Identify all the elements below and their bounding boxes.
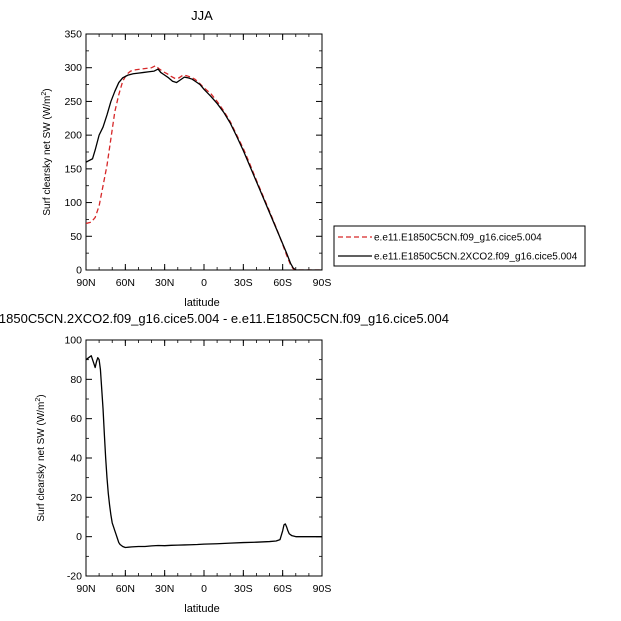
- top-chart-y-tick-label: 0: [76, 265, 82, 277]
- top-chart-y-tick-label: 100: [64, 197, 82, 209]
- legend: e.e11.E1850C5CN.f09_g16.cice5.004 e.e11.…: [333, 225, 586, 267]
- bottom-chart-x-tick-label: 30S: [234, 583, 253, 595]
- bottom-chart-y-tick-label: 40: [70, 453, 82, 465]
- top-chart-y-tick-label: 250: [64, 96, 82, 108]
- bottom-chart-y-tick-label: 100: [64, 335, 82, 347]
- top-chart-y-tick-label: 50: [70, 231, 82, 243]
- top-chart-x-tick-label: 90N: [76, 277, 95, 289]
- top-chart-series-line-1: [86, 68, 322, 270]
- top-chart-y-tick-label: 300: [64, 62, 82, 74]
- top-chart-y-tick-label: 150: [64, 163, 82, 175]
- bottom-chart-series-line-0: [86, 355, 322, 549]
- top-chart-x-tick-label: 90S: [313, 277, 332, 289]
- top-chart-x-tick-label: 60S: [273, 277, 292, 289]
- top-chart-title: JJA: [191, 8, 213, 23]
- bottom-chart-x-tick-label: 60S: [273, 583, 292, 595]
- top-chart-frame: [85, 33, 323, 271]
- top-chart-xlabel: latitude: [184, 297, 219, 309]
- bottom-chart-x-tick-label: 0: [201, 583, 207, 595]
- bottom-chart-ylabel-text: Surf clearsky net SW (W/m: [36, 402, 47, 522]
- bottom-chart-title: e.e11.E1850C5CN.2XCO2.f09_g16.cice5.004 …: [0, 311, 449, 326]
- bottom-chart-y-tick-label: 20: [70, 492, 82, 504]
- legend-entry-0: e.e11.E1850C5CN.f09_g16.cice5.004: [374, 233, 542, 244]
- bottom-chart-x-tick-label: 60N: [116, 583, 135, 595]
- bottom-chart-x-tick-label: 90N: [76, 583, 95, 595]
- bottom-chart-frame: [85, 339, 323, 577]
- bottom-chart-x-tick-label: 30N: [155, 583, 174, 595]
- top-chart-x-tick-label: 60N: [116, 277, 135, 289]
- bottom-chart-ylabel-sup: 2: [35, 398, 42, 402]
- legend-entry-1: e.e11.E1850C5CN.2XCO2.f09_g16.cice5.004: [374, 252, 578, 263]
- bottom-chart-ylabel: Surf clearsky net SW (W/m2): [35, 394, 47, 521]
- bottom-chart-plot: 90N 60N 30N 0 30S 60S 90S -20 0 20 40 60 80 100: [64, 335, 331, 596]
- bottom-chart: e.e11.E1850C5CN.2XCO2.f09_g16.cice5.004 …: [0, 311, 449, 615]
- top-chart: JJA 90N 60N 30N 0 30S 60S 90S 0 50 100 150 200 250 30…: [41, 8, 586, 309]
- top-chart-x-tick-label: 30N: [155, 277, 174, 289]
- top-chart-ylabel-sup: 2: [41, 92, 48, 96]
- bottom-chart-y-tick-label: 60: [70, 413, 82, 425]
- bottom-chart-ylabel-end: ): [36, 394, 47, 397]
- top-chart-y-tick-label: 350: [64, 29, 82, 41]
- bottom-chart-y-tick-label: -20: [67, 571, 82, 583]
- legend-box: [333, 225, 586, 267]
- top-chart-ylabel-end: ): [42, 88, 53, 91]
- top-chart-ylabel: Surf clearsky net SW (W/m2): [41, 88, 53, 215]
- top-chart-x-tick-label: 0: [201, 277, 207, 289]
- bottom-chart-xlabel: latitude: [184, 603, 219, 615]
- top-chart-series-line-0: [86, 65, 322, 270]
- bottom-chart-y-tick-label: 0: [76, 531, 82, 543]
- bottom-chart-x-tick-label: 90S: [313, 583, 332, 595]
- top-chart-ylabel-text: Surf clearsky net SW (W/m: [42, 96, 53, 216]
- bottom-chart-y-tick-label: 80: [70, 374, 82, 386]
- top-chart-x-tick-label: 30S: [234, 277, 253, 289]
- top-chart-plot: 90N 60N 30N 0 30S 60S 90S 0 50 100 150 200 250 300 350: [64, 29, 331, 290]
- top-chart-y-tick-label: 200: [64, 130, 82, 142]
